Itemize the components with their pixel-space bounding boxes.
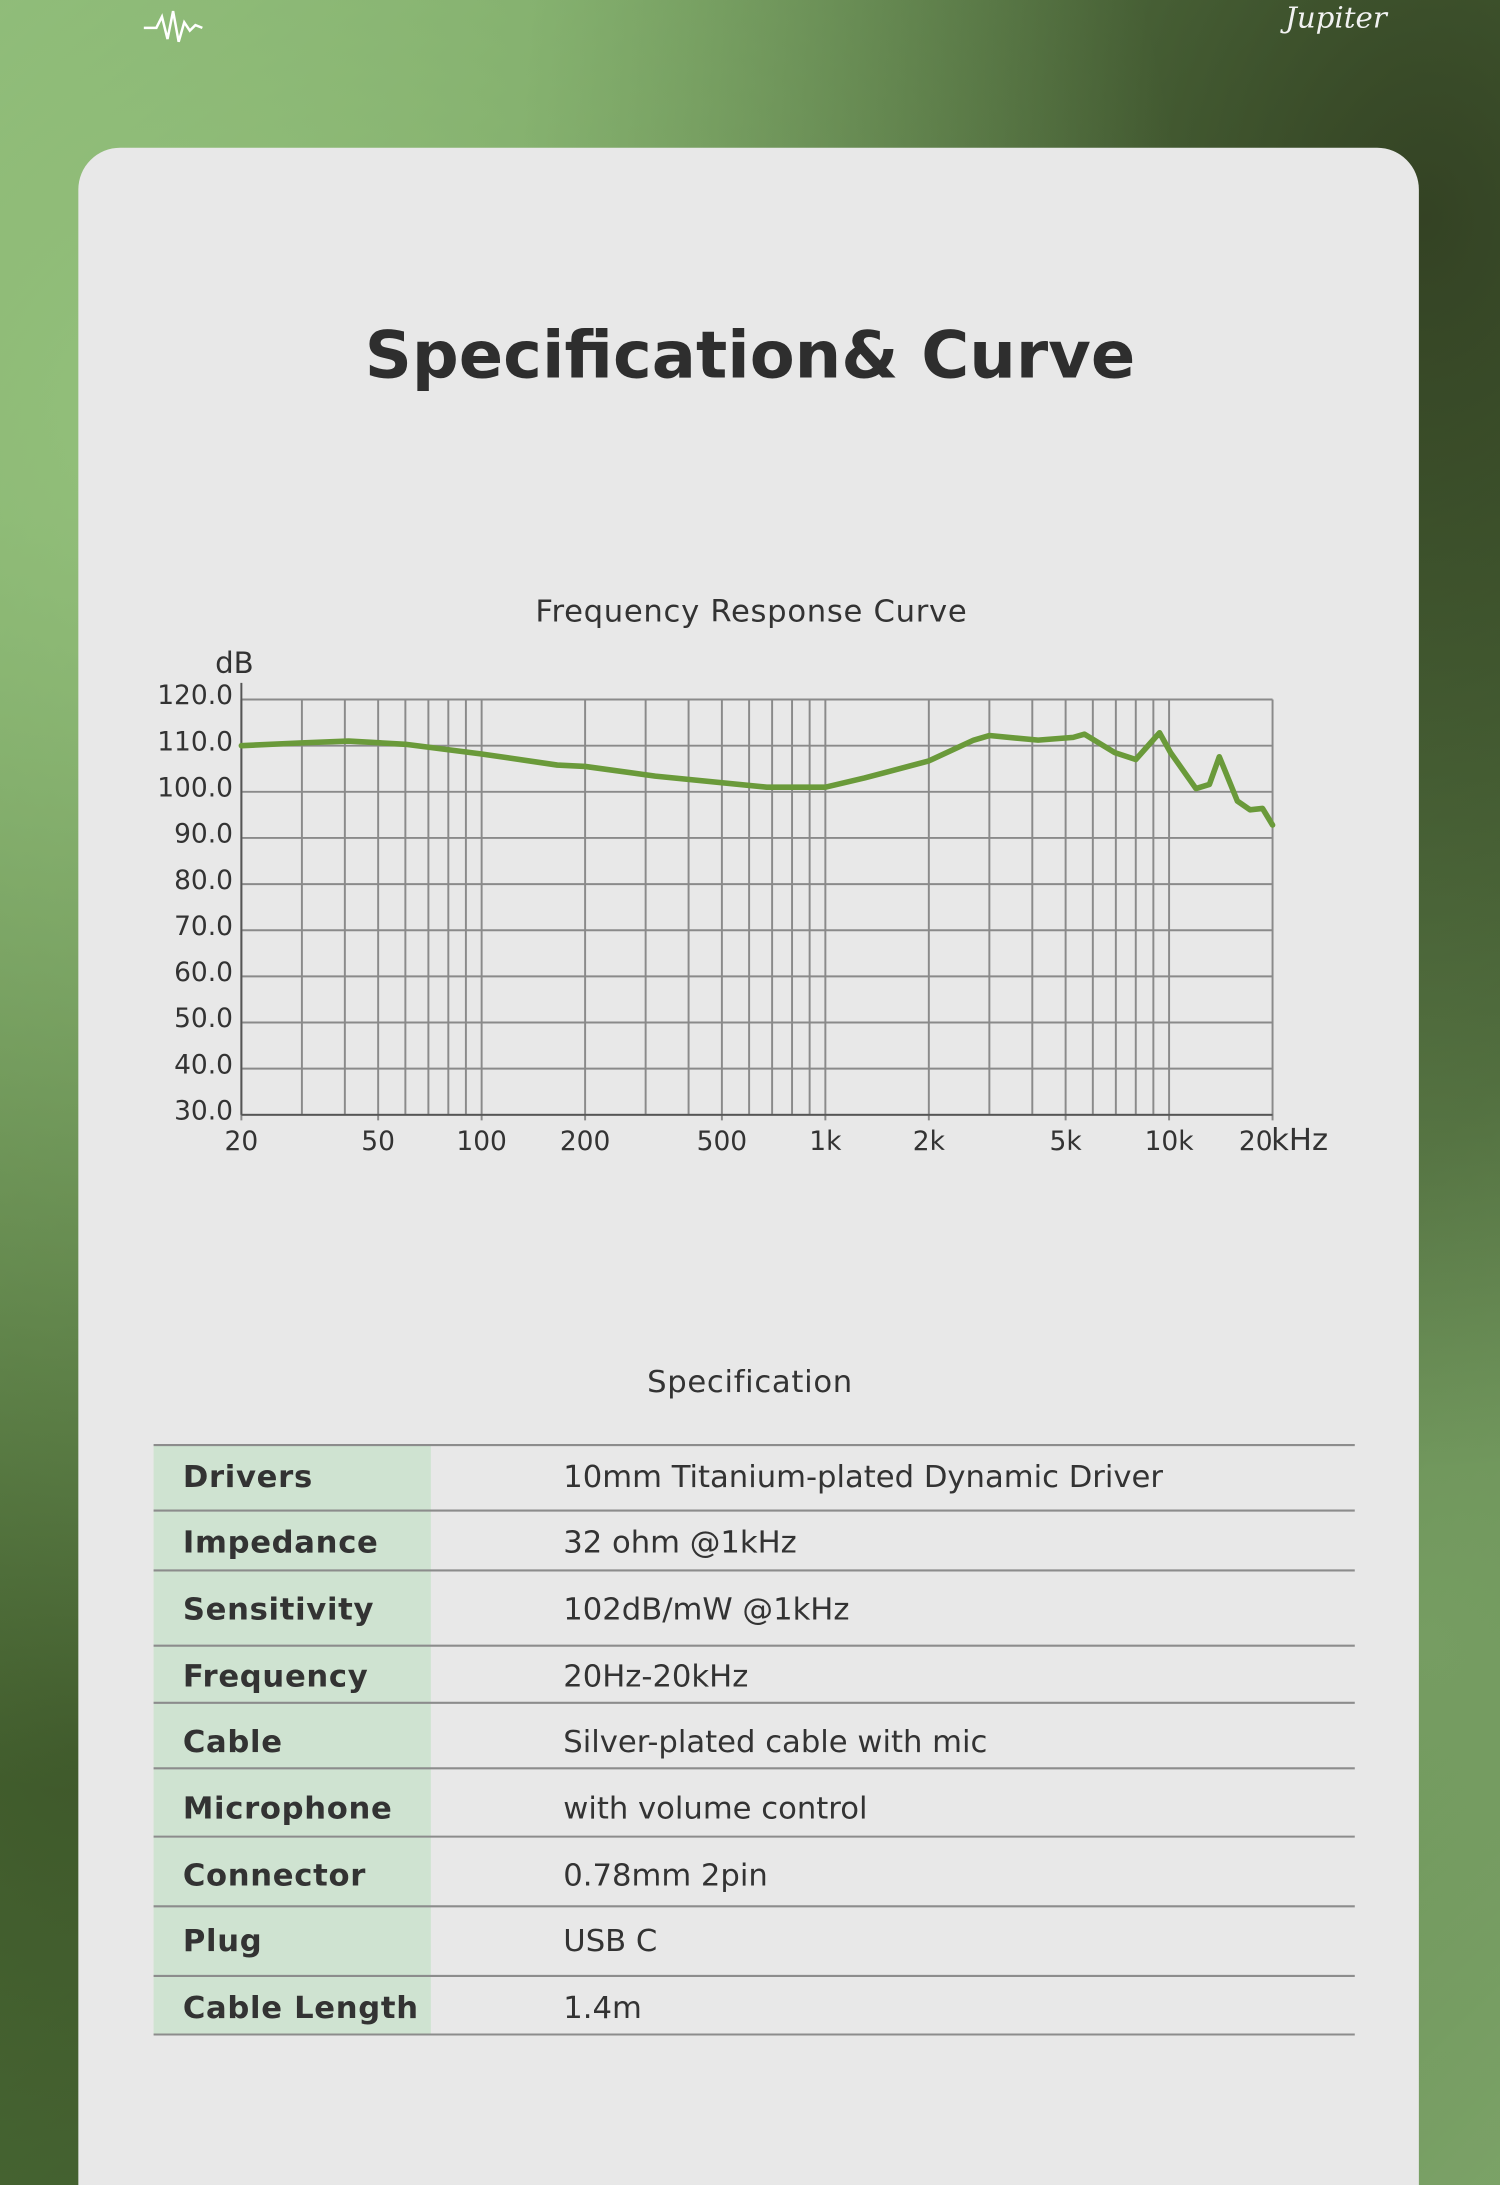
spec-label: Microphone [183,1792,393,1827]
label-cell [153,1445,431,1511]
x-tick-label: 100 [456,1126,507,1157]
spec-label: Plug [183,1924,263,1959]
label-cell [153,1768,431,1837]
spec-value: 1.4m [563,1991,642,2026]
page-title: Specification& Curve [365,318,1136,394]
spec-table: Drivers 10mm Titanium-plated Dynamic Driv… [153,1444,1355,2036]
label-cell [153,1510,431,1571]
spec-value: 10mm Titanium-plated Dynamic Driver [563,1460,1163,1495]
x-tick-label: 5k [1050,1126,1083,1157]
spec-label: Drivers [183,1460,313,1495]
response-curve [238,729,1276,828]
y-tick-label: 100.0 [157,773,233,804]
brand: Jupiter [1280,1,1389,35]
spec-label: Connector [183,1859,366,1894]
x-tick-label: 2k [913,1126,946,1157]
x-tick-label: 20 [225,1126,259,1157]
spec-label: Cable [183,1725,283,1760]
y-tick-label: 30.0 [174,1096,233,1127]
chart: 30.0 40.0 50.0 60.0 70.0 80.0 90.0 100.0 110.0 12… [157,680,1276,1157]
spec-value: 102dB/mW @1kHz [563,1592,849,1627]
y-tick-label: 40.0 [174,1049,233,1080]
spec-label: Impedance [183,1525,379,1560]
spec-value: 20Hz-20kHz [563,1659,748,1694]
x-axis-label: kHz [1271,1123,1328,1158]
y-tick-label: 110.0 [157,726,233,757]
x-tick-label: 20 [1239,1126,1273,1157]
spec-value: Silver-plated cable with mic [563,1725,987,1760]
spec-value: USB C [563,1924,657,1959]
label-cell [153,1836,431,1907]
y-axis-label: dB [215,646,254,680]
y-tick-label: 80.0 [174,865,233,896]
x-tick-label: 200 [560,1126,611,1157]
y-tick-label: 60.0 [174,957,233,988]
logo [143,10,203,43]
spec-label: Frequency [183,1659,369,1694]
spec-label: Cable Length [183,1991,419,2026]
y-tick-label: 120.0 [157,680,233,711]
label-cell [153,1702,431,1769]
x-tick-label: 10k [1145,1126,1195,1157]
spec-title: Specification [647,1365,853,1400]
spec-value: 0.78mm 2pin [563,1859,768,1894]
x-tick-label: 500 [697,1126,748,1157]
y-tick-label: 90.0 [174,819,233,850]
label-cell [153,1975,431,2035]
label-cell [153,1570,431,1646]
spec-value: 32 ohm @1kHz [563,1525,797,1560]
x-tick-label: 1k [809,1126,842,1157]
y-tick-label: 70.0 [174,911,233,942]
label-cell [153,1645,431,1703]
label-cell [153,1906,431,1976]
spec-label: Sensitivity [183,1592,374,1627]
spec-value: with volume control [563,1792,867,1827]
x-tick-label: 50 [361,1126,395,1157]
y-tick-label: 50.0 [174,1003,233,1034]
chart-title: Frequency Response Curve [535,595,967,630]
